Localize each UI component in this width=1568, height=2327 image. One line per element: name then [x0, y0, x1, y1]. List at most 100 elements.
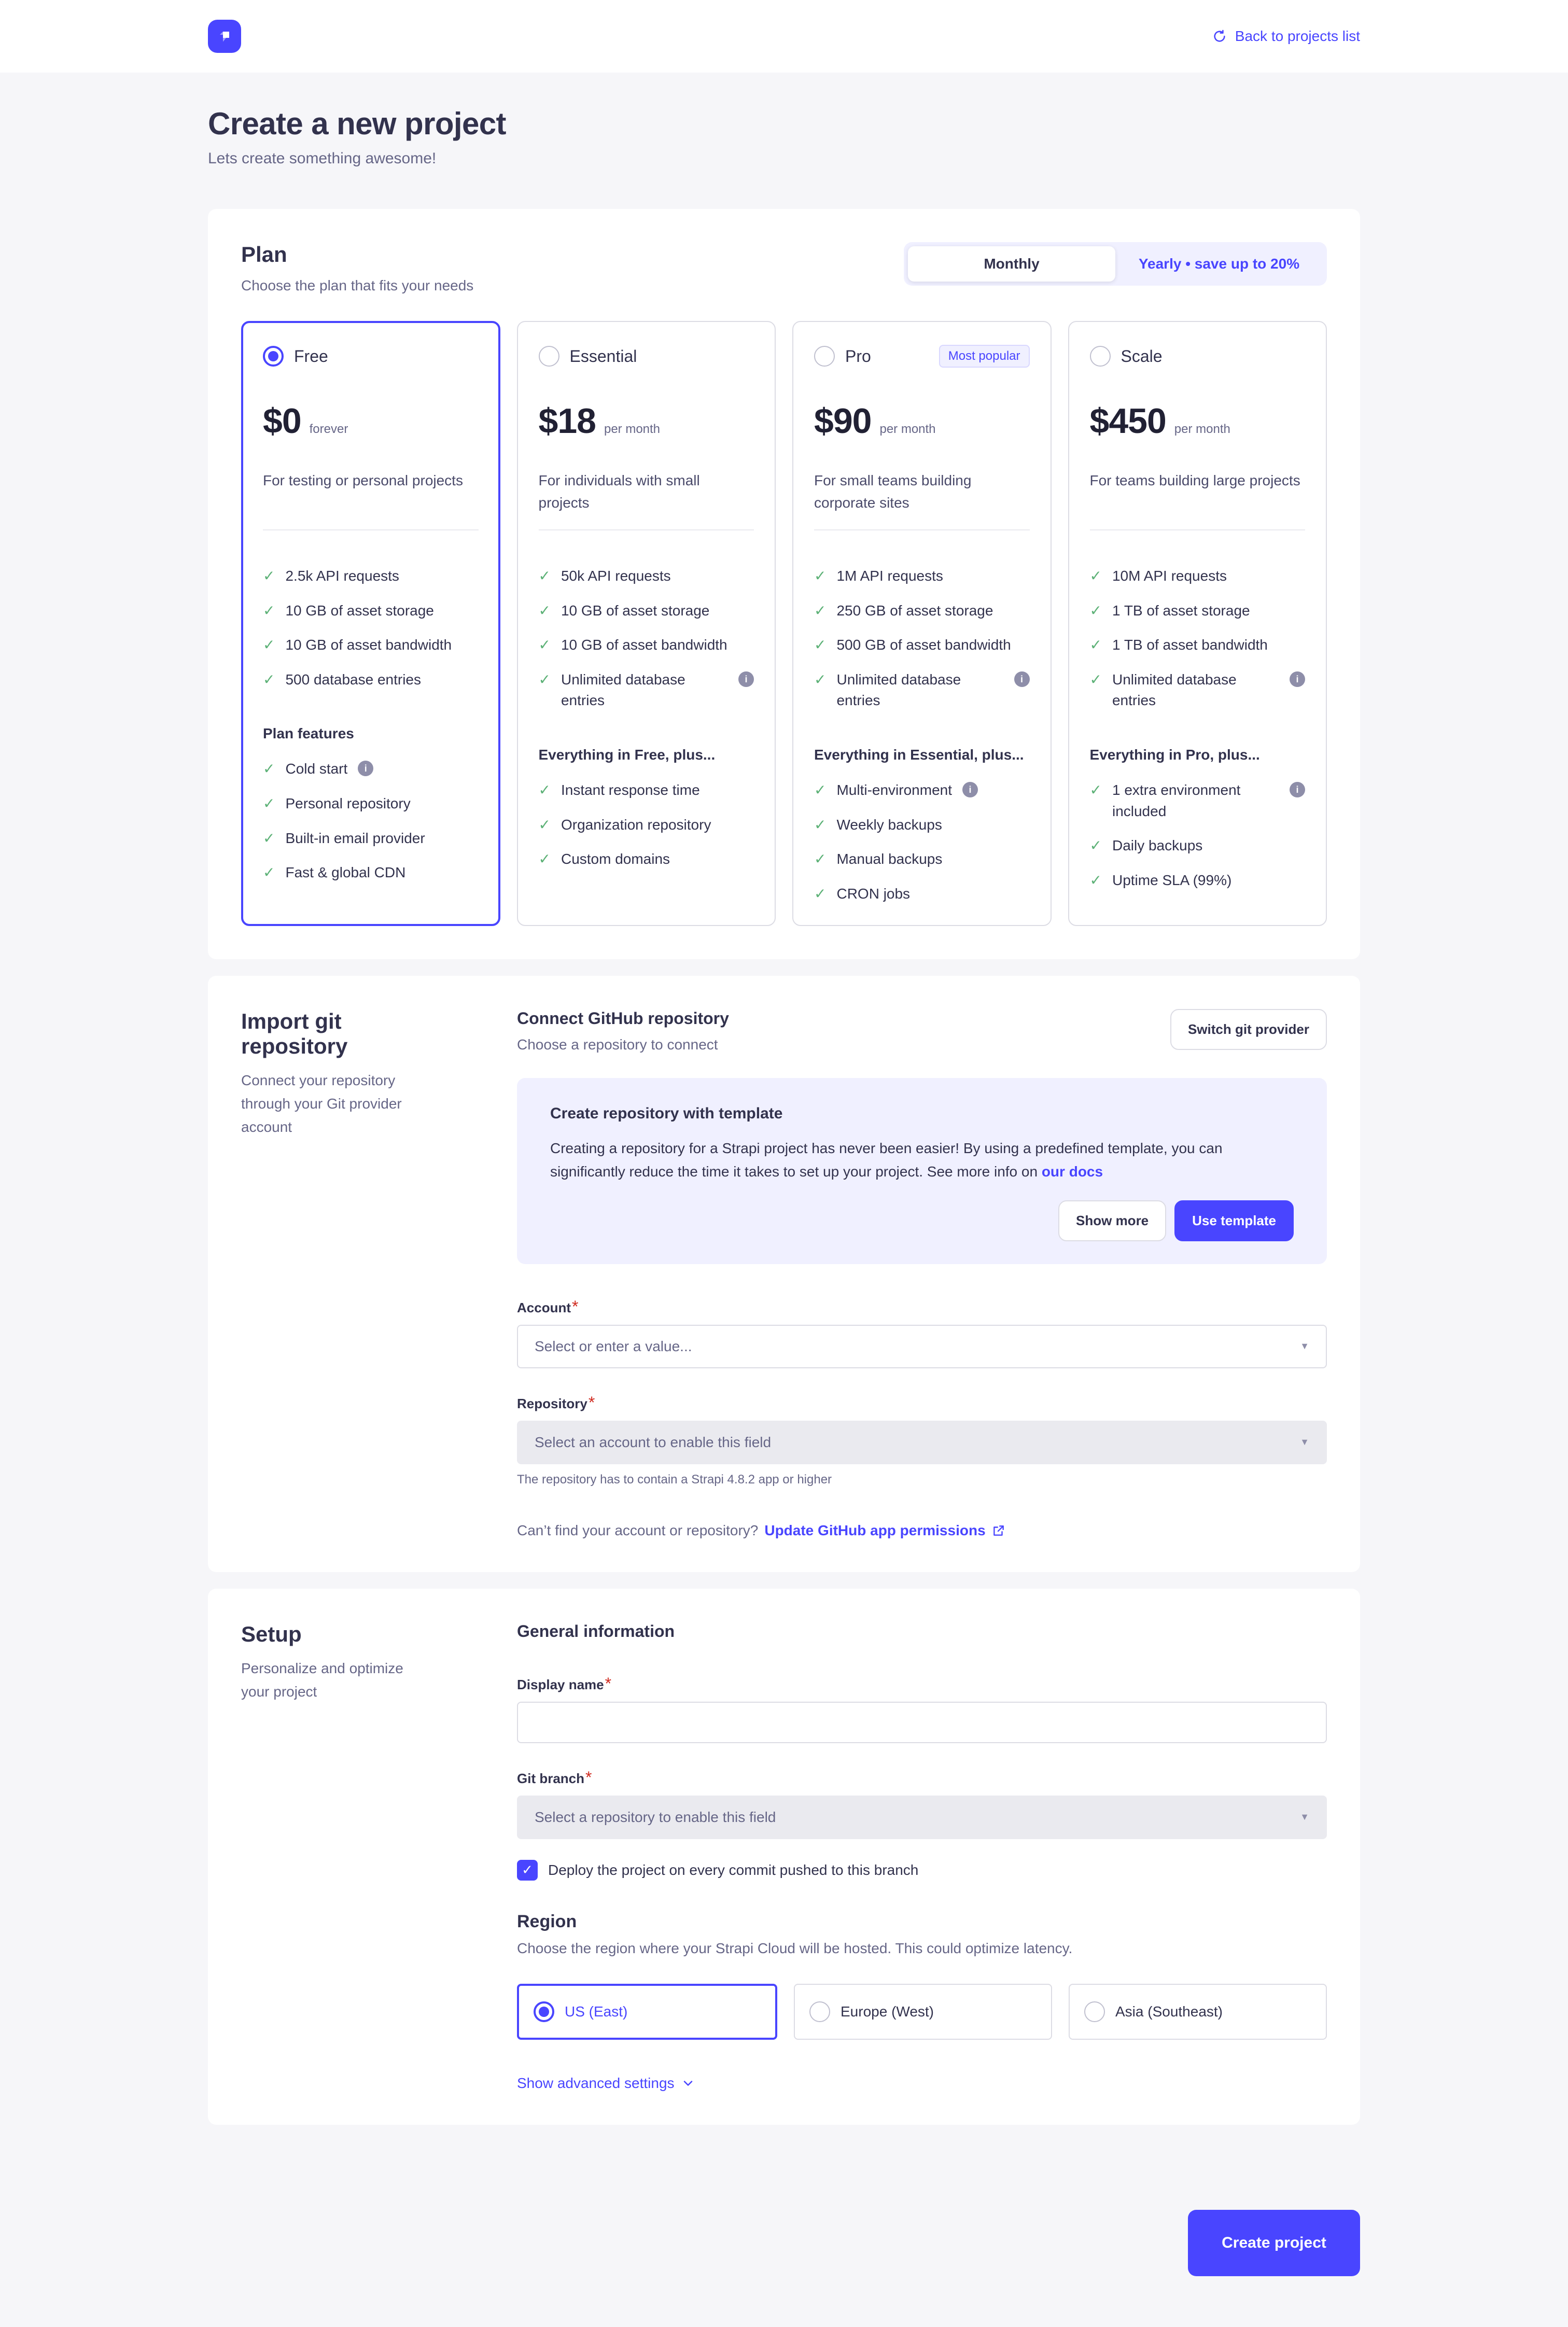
check-icon: ✓	[814, 671, 827, 688]
plan-period: per month	[604, 422, 661, 436]
deploy-on-commit-checkbox[interactable]: ✓	[517, 1859, 538, 1881]
display-name-field: Display name *	[517, 1674, 1327, 1743]
switch-git-provider-button[interactable]: Switch git provider	[1170, 1009, 1327, 1050]
check-icon: ✓	[538, 568, 551, 584]
info-icon[interactable]: i	[1290, 671, 1305, 687]
check-icon: ✓	[814, 851, 827, 867]
required-asterisk: *	[585, 1768, 592, 1787]
git-branch-placeholder: Select a repository to enable this field	[535, 1809, 776, 1825]
feature-item: ✓ Fast & global CDN	[263, 862, 479, 884]
check-icon: ✓	[263, 568, 275, 584]
account-label: Account	[517, 1299, 571, 1315]
region-option-us-east[interactable]: US (East)	[517, 1983, 777, 2040]
feature-item: ✓ Manual backups	[814, 849, 1030, 870]
feature-item: ✓ 250 GB of asset storage	[814, 600, 1030, 622]
info-icon[interactable]: i	[1014, 671, 1030, 687]
plan-card-scale[interactable]: Scale $450 per month For teams building …	[1068, 321, 1327, 927]
plan-card-free[interactable]: Free $0 forever For testing or personal …	[241, 321, 500, 927]
setup-section: Setup Personalize and optimize your proj…	[208, 1588, 1360, 2125]
check-icon: ✓	[1089, 602, 1102, 619]
plan-section: Plan Choose the plan that fits your need…	[208, 209, 1360, 960]
radio-plan-free[interactable]	[263, 346, 284, 367]
chevron-down-icon	[683, 2081, 692, 2086]
import-git-section: Import git repository Connect your repos…	[208, 976, 1360, 1572]
toggle-monthly[interactable]: Monthly	[908, 246, 1115, 282]
info-icon[interactable]: i	[738, 671, 754, 687]
template-title: Create repository with template	[550, 1105, 783, 1123]
check-icon: ✓	[1089, 837, 1102, 854]
check-icon: ✓	[263, 830, 275, 846]
feature-item: ✓ Uptime SLA (99%)	[1090, 870, 1306, 891]
permissions-line: Can’t find your account or repository? U…	[517, 1522, 1327, 1539]
git-branch-select[interactable]: Select a repository to enable this field…	[517, 1795, 1327, 1839]
check-icon: ✓	[263, 637, 275, 653]
plan-period: per month	[879, 422, 936, 436]
our-docs-link[interactable]: our docs	[1041, 1164, 1103, 1180]
check-icon: ✓	[263, 671, 275, 688]
feature-item: ✓ Personal repository	[263, 793, 479, 815]
display-name-input[interactable]	[517, 1701, 1327, 1743]
feature-item: ✓ 10 GB of asset storage	[263, 600, 479, 622]
feature-item: ✓ 500 GB of asset bandwidth	[814, 635, 1030, 656]
radio-region-europe-west[interactable]	[809, 2001, 830, 2022]
feature-item: ✓ Unlimited database entries i	[814, 669, 1030, 711]
plan-card-pro[interactable]: Pro Most popular $90 per month For small…	[792, 321, 1052, 927]
use-template-button[interactable]: Use template	[1174, 1200, 1294, 1241]
info-icon[interactable]: i	[358, 761, 374, 777]
account-field: Account * Select or enter a value... ▼	[517, 1297, 1327, 1368]
general-information-title: General information	[517, 1621, 675, 1641]
feature-item: ✓ Custom domains	[539, 849, 754, 870]
external-link-icon[interactable]	[992, 1524, 1005, 1537]
radio-plan-pro[interactable]	[814, 346, 835, 367]
page-subtitle: Lets create something awesome!	[208, 150, 437, 167]
setup-section-title: Setup	[241, 1621, 302, 1646]
region-option-europe-west[interactable]: Europe (West)	[794, 1983, 1052, 2040]
check-icon: ✓	[1089, 872, 1102, 888]
check-icon: ✓	[814, 885, 827, 902]
radio-region-us-east[interactable]	[534, 2001, 554, 2022]
update-permissions-link[interactable]: Update GitHub app permissions	[764, 1522, 986, 1538]
account-select[interactable]: Select or enter a value... ▼	[517, 1324, 1327, 1368]
check-icon: ✓	[538, 637, 551, 653]
check-icon: ✓	[1089, 637, 1102, 653]
permissions-question: Can’t find your account or repository?	[517, 1522, 759, 1538]
plan-price: $18	[538, 401, 596, 441]
info-icon[interactable]: i	[962, 781, 978, 797]
back-rotate-icon	[1214, 30, 1225, 42]
toggle-yearly[interactable]: Yearly • save up to 20%	[1138, 256, 1300, 272]
info-icon[interactable]: i	[1290, 781, 1305, 797]
radio-plan-essential[interactable]	[538, 346, 559, 367]
feature-item: ✓ Organization repository	[539, 815, 754, 836]
chevron-down-icon: ▼	[1300, 1437, 1309, 1448]
feature-item: ✓ Instant response time	[539, 780, 754, 801]
feature-item: ✓ 10 GB of asset bandwidth	[539, 635, 754, 656]
git-branch-field: Git branch * Select a repository to enabl…	[517, 1768, 1327, 1839]
show-more-button[interactable]: Show more	[1058, 1200, 1167, 1241]
plan-description: For individuals with small projects	[538, 472, 700, 511]
plan-description: For testing or personal projects	[263, 472, 463, 488]
top-bar: Back to projects list	[0, 0, 1568, 73]
show-advanced-settings-link[interactable]: Show advanced settings	[517, 2075, 1327, 2092]
feature-item: ✓ Daily backups	[1090, 835, 1306, 857]
billing-period-toggle: Monthly Yearly • save up to 20%	[904, 242, 1327, 286]
radio-region-asia-southeast[interactable]	[1084, 2001, 1105, 2022]
check-icon: ✓	[538, 816, 551, 833]
chevron-down-icon: ▼	[1300, 1812, 1309, 1823]
back-to-projects-link[interactable]: Back to projects list	[1212, 28, 1360, 45]
check-icon: ✓	[538, 781, 551, 798]
plan-description: For teams building large projects	[1089, 472, 1300, 488]
strapi-logo-icon	[220, 32, 229, 42]
plan-card-essential[interactable]: Essential $18 per month For individuals …	[516, 321, 776, 927]
deploy-on-commit-row: ✓ Deploy the project on every commit pus…	[517, 1859, 1327, 1881]
check-icon: ✓	[814, 568, 827, 584]
back-link-label: Back to projects list	[1235, 28, 1360, 44]
plan-section-subtitle: Choose the plan that fits your needs	[241, 277, 474, 293]
feature-item: ✓ CRON jobs	[814, 884, 1030, 905]
radio-plan-scale[interactable]	[1089, 346, 1111, 367]
region-option-asia-southeast[interactable]: Asia (Southeast)	[1069, 1983, 1327, 2040]
repository-select[interactable]: Select an account to enable this field ▼	[517, 1420, 1327, 1464]
plan-name: Essential	[569, 346, 637, 366]
feature-item: ✓ 10 GB of asset bandwidth	[263, 635, 479, 656]
create-project-button[interactable]: Create project	[1188, 2209, 1360, 2276]
